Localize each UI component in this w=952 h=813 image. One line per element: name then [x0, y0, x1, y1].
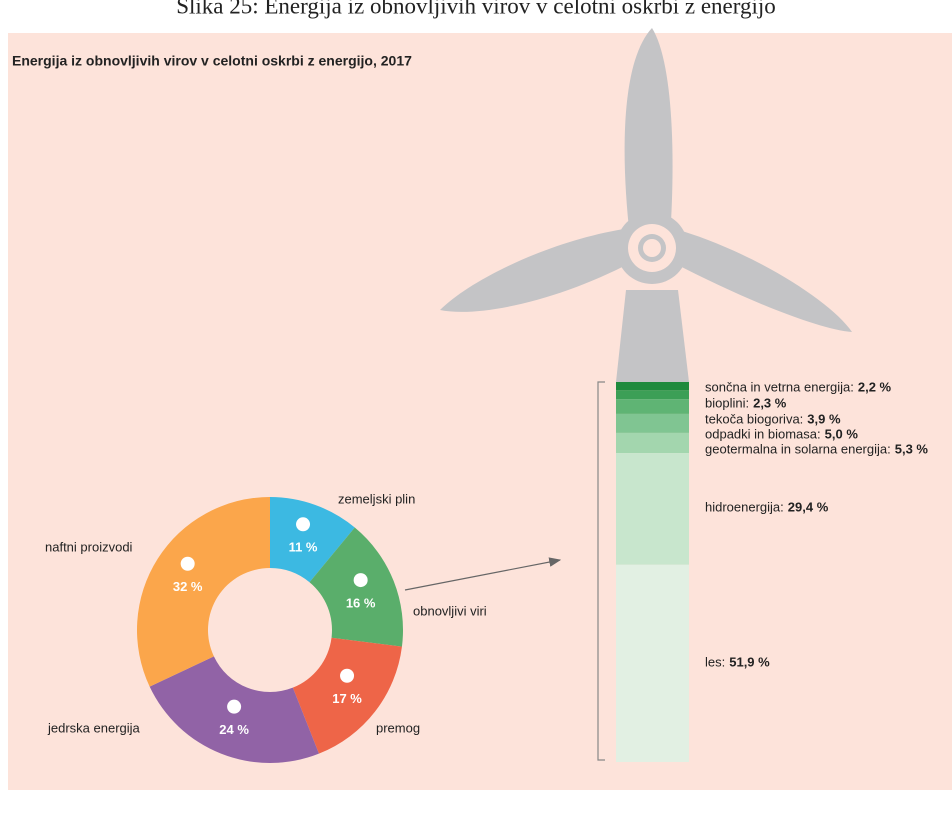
bar-segment — [616, 390, 689, 399]
category-label: bioplini: — [705, 395, 749, 410]
value-label: 5,0 % — [825, 426, 859, 441]
bar-segment — [616, 565, 689, 762]
bar-segment — [616, 382, 689, 390]
infographic: Slika 25: Energija iz obnovljivih virov … — [0, 0, 952, 813]
bar-segment — [616, 399, 689, 414]
category-label: jedrska energija — [47, 720, 141, 735]
category-label: zemeljski plin — [338, 491, 415, 506]
icon — [354, 573, 368, 587]
category-label: obnovljivi viri — [413, 603, 487, 618]
category-label: hidroenergija: — [705, 499, 784, 514]
category-label: premog — [376, 720, 420, 735]
value-label: 2,3 % — [753, 395, 787, 410]
category-label: naftni proizvodi — [45, 539, 133, 554]
icon — [340, 669, 354, 683]
value-label: 2,2 % — [858, 379, 892, 394]
bar-segment — [616, 433, 689, 453]
page: Slika 25: Energija iz obnovljivih virov … — [0, 0, 952, 813]
category-label: geotermalna in solarna energija: — [705, 441, 891, 456]
infographic-title: Energija iz obnovljivih virov v celotni … — [12, 53, 412, 69]
value-label: 3,9 % — [807, 411, 841, 426]
value-label: 24 % — [219, 722, 249, 737]
icon — [227, 700, 241, 714]
category-label: sončna in vetrna energija: — [705, 379, 854, 394]
bar-segment — [616, 414, 689, 433]
value-label: 16 % — [346, 596, 376, 611]
value-label: 17 % — [332, 691, 362, 706]
category-label: odpadki in biomasa: — [705, 426, 821, 441]
icon — [181, 557, 195, 571]
value-label: 29,4 % — [788, 499, 829, 514]
category-label: tekoča biogoriva: — [705, 411, 803, 426]
value-label: 5,3 % — [895, 441, 929, 456]
figure-caption: Slika 25: Energija iz obnovljivih virov … — [176, 0, 776, 18]
category-label: les: — [705, 654, 725, 669]
value-label: 11 % — [289, 540, 318, 555]
value-label: 32 % — [173, 579, 203, 594]
bar-segment — [616, 453, 689, 565]
value-label: 51,9 % — [729, 654, 770, 669]
icon — [296, 517, 310, 531]
